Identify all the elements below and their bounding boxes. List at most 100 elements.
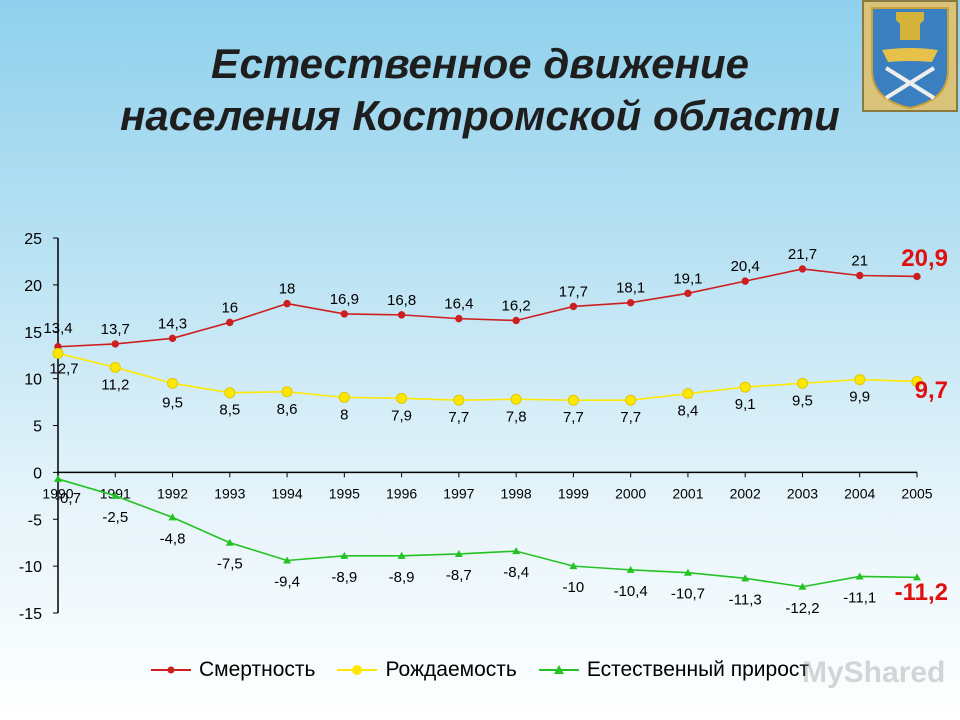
y-tick-label: 0 xyxy=(33,465,42,482)
data-point-growth xyxy=(54,474,62,482)
end-label-mortality: 20,9 xyxy=(901,245,948,272)
end-label-growth: -11,2 xyxy=(895,579,948,606)
legend-item-birth: Рождаемость xyxy=(337,658,517,682)
data-label-mortality: 16,8 xyxy=(387,292,416,309)
data-label-mortality: 16,2 xyxy=(502,298,531,315)
y-tick-label: 15 xyxy=(24,325,42,342)
data-label-mortality: 16,4 xyxy=(444,296,473,313)
data-label-birth: 8,4 xyxy=(678,403,699,420)
data-label-mortality: 14,3 xyxy=(158,315,187,332)
data-label-birth: 9,5 xyxy=(792,392,813,409)
x-tick-label: 1992 xyxy=(157,485,188,501)
data-label-birth: 8,6 xyxy=(277,401,298,418)
legend-label: Естественный прирост xyxy=(586,658,809,681)
data-point-growth xyxy=(397,551,406,559)
data-point-growth xyxy=(454,549,463,557)
data-label-birth: 7,7 xyxy=(620,409,641,426)
data-point-birth xyxy=(625,394,637,406)
title-line-2: населения Костромской области xyxy=(120,92,840,139)
x-tick-label: 2003 xyxy=(787,485,818,501)
data-point-growth xyxy=(741,574,750,582)
data-point-birth xyxy=(224,387,236,399)
data-label-growth: -8,4 xyxy=(503,564,529,581)
data-label-mortality: 13,7 xyxy=(101,321,130,338)
data-point-birth xyxy=(854,374,866,386)
data-label-mortality: 16,9 xyxy=(330,291,359,308)
data-point-mortality xyxy=(226,318,234,327)
x-tick-label: 2001 xyxy=(672,485,703,501)
data-label-mortality: 21 xyxy=(851,253,868,270)
data-point-growth xyxy=(340,551,349,559)
data-label-mortality: 18 xyxy=(279,281,296,298)
data-point-mortality xyxy=(913,272,921,281)
x-tick-label: 2002 xyxy=(730,485,761,501)
page-title: Естественное движение населения Костромс… xyxy=(0,38,960,142)
data-label-birth: 8 xyxy=(340,406,348,423)
y-tick-label: -15 xyxy=(19,606,42,623)
data-label-growth: -0,7 xyxy=(55,490,81,507)
data-point-birth xyxy=(510,393,522,405)
series-line-mortality xyxy=(57,268,918,348)
data-point-mortality xyxy=(283,299,291,308)
legend-item-mortality: Смертность xyxy=(150,658,315,682)
end-label-birth: 9,7 xyxy=(915,377,948,404)
x-tick-label: 2005 xyxy=(901,485,932,501)
legend-symbol-mortality xyxy=(150,666,191,674)
data-point-growth xyxy=(913,573,921,581)
data-point-mortality xyxy=(741,277,749,285)
y-tick-label: -10 xyxy=(19,559,42,576)
data-point-mortality xyxy=(397,311,406,319)
data-point-birth xyxy=(567,394,579,406)
data-label-birth: 7,7 xyxy=(448,409,469,426)
y-tick-label: 5 xyxy=(33,419,42,436)
x-tick-label: 1994 xyxy=(271,485,302,501)
data-point-birth xyxy=(682,388,694,400)
data-point-mortality xyxy=(798,265,807,273)
x-tick-label: 2000 xyxy=(615,485,646,501)
data-label-birth: 7,8 xyxy=(506,408,527,425)
data-label-mortality: 21,7 xyxy=(788,246,817,263)
data-label-growth: -10,7 xyxy=(671,586,705,603)
data-label-mortality: 19,1 xyxy=(673,270,702,287)
data-label-birth: 12,7 xyxy=(49,360,78,377)
data-label-mortality: 18,1 xyxy=(616,280,645,297)
data-label-birth: 9,5 xyxy=(162,394,183,411)
data-label-mortality: 20,4 xyxy=(731,258,760,275)
series-line-growth xyxy=(57,478,918,588)
watermark: MyShared xyxy=(802,656,946,689)
data-point-growth xyxy=(569,562,578,570)
data-label-growth: -4,8 xyxy=(160,530,186,547)
data-point-mortality xyxy=(626,298,635,307)
data-label-growth: -7,5 xyxy=(217,556,243,573)
data-point-birth xyxy=(52,347,64,359)
x-tick-label: 1993 xyxy=(214,485,245,501)
y-tick-label: 10 xyxy=(24,372,42,389)
data-label-growth: -10,4 xyxy=(614,583,648,600)
data-label-mortality: 16 xyxy=(221,299,238,316)
data-point-growth xyxy=(855,572,864,580)
data-point-birth xyxy=(453,394,465,406)
data-label-birth: 9,1 xyxy=(735,396,756,413)
data-point-birth xyxy=(167,377,179,389)
data-point-birth xyxy=(739,381,751,393)
data-point-mortality xyxy=(168,334,177,343)
data-label-growth: -10 xyxy=(563,579,585,596)
x-tick-label: 1997 xyxy=(443,485,474,501)
data-point-mortality xyxy=(340,310,349,318)
data-point-growth xyxy=(626,565,635,573)
data-point-birth xyxy=(396,392,408,404)
data-point-mortality xyxy=(512,316,520,325)
data-label-growth: -12,2 xyxy=(785,600,819,617)
data-point-growth xyxy=(512,547,521,555)
data-point-mortality xyxy=(856,271,864,280)
data-point-birth xyxy=(109,361,121,373)
x-tick-label: 1990 xyxy=(42,485,73,501)
data-label-growth: -11,1 xyxy=(843,589,876,606)
data-label-mortality: 17,7 xyxy=(559,283,588,300)
data-label-birth: 11,2 xyxy=(101,376,129,393)
series-line-birth xyxy=(57,352,918,401)
x-tick-label: 1995 xyxy=(329,485,360,501)
data-point-birth xyxy=(281,386,293,398)
data-point-mortality xyxy=(569,302,578,311)
data-point-mortality xyxy=(684,289,692,298)
